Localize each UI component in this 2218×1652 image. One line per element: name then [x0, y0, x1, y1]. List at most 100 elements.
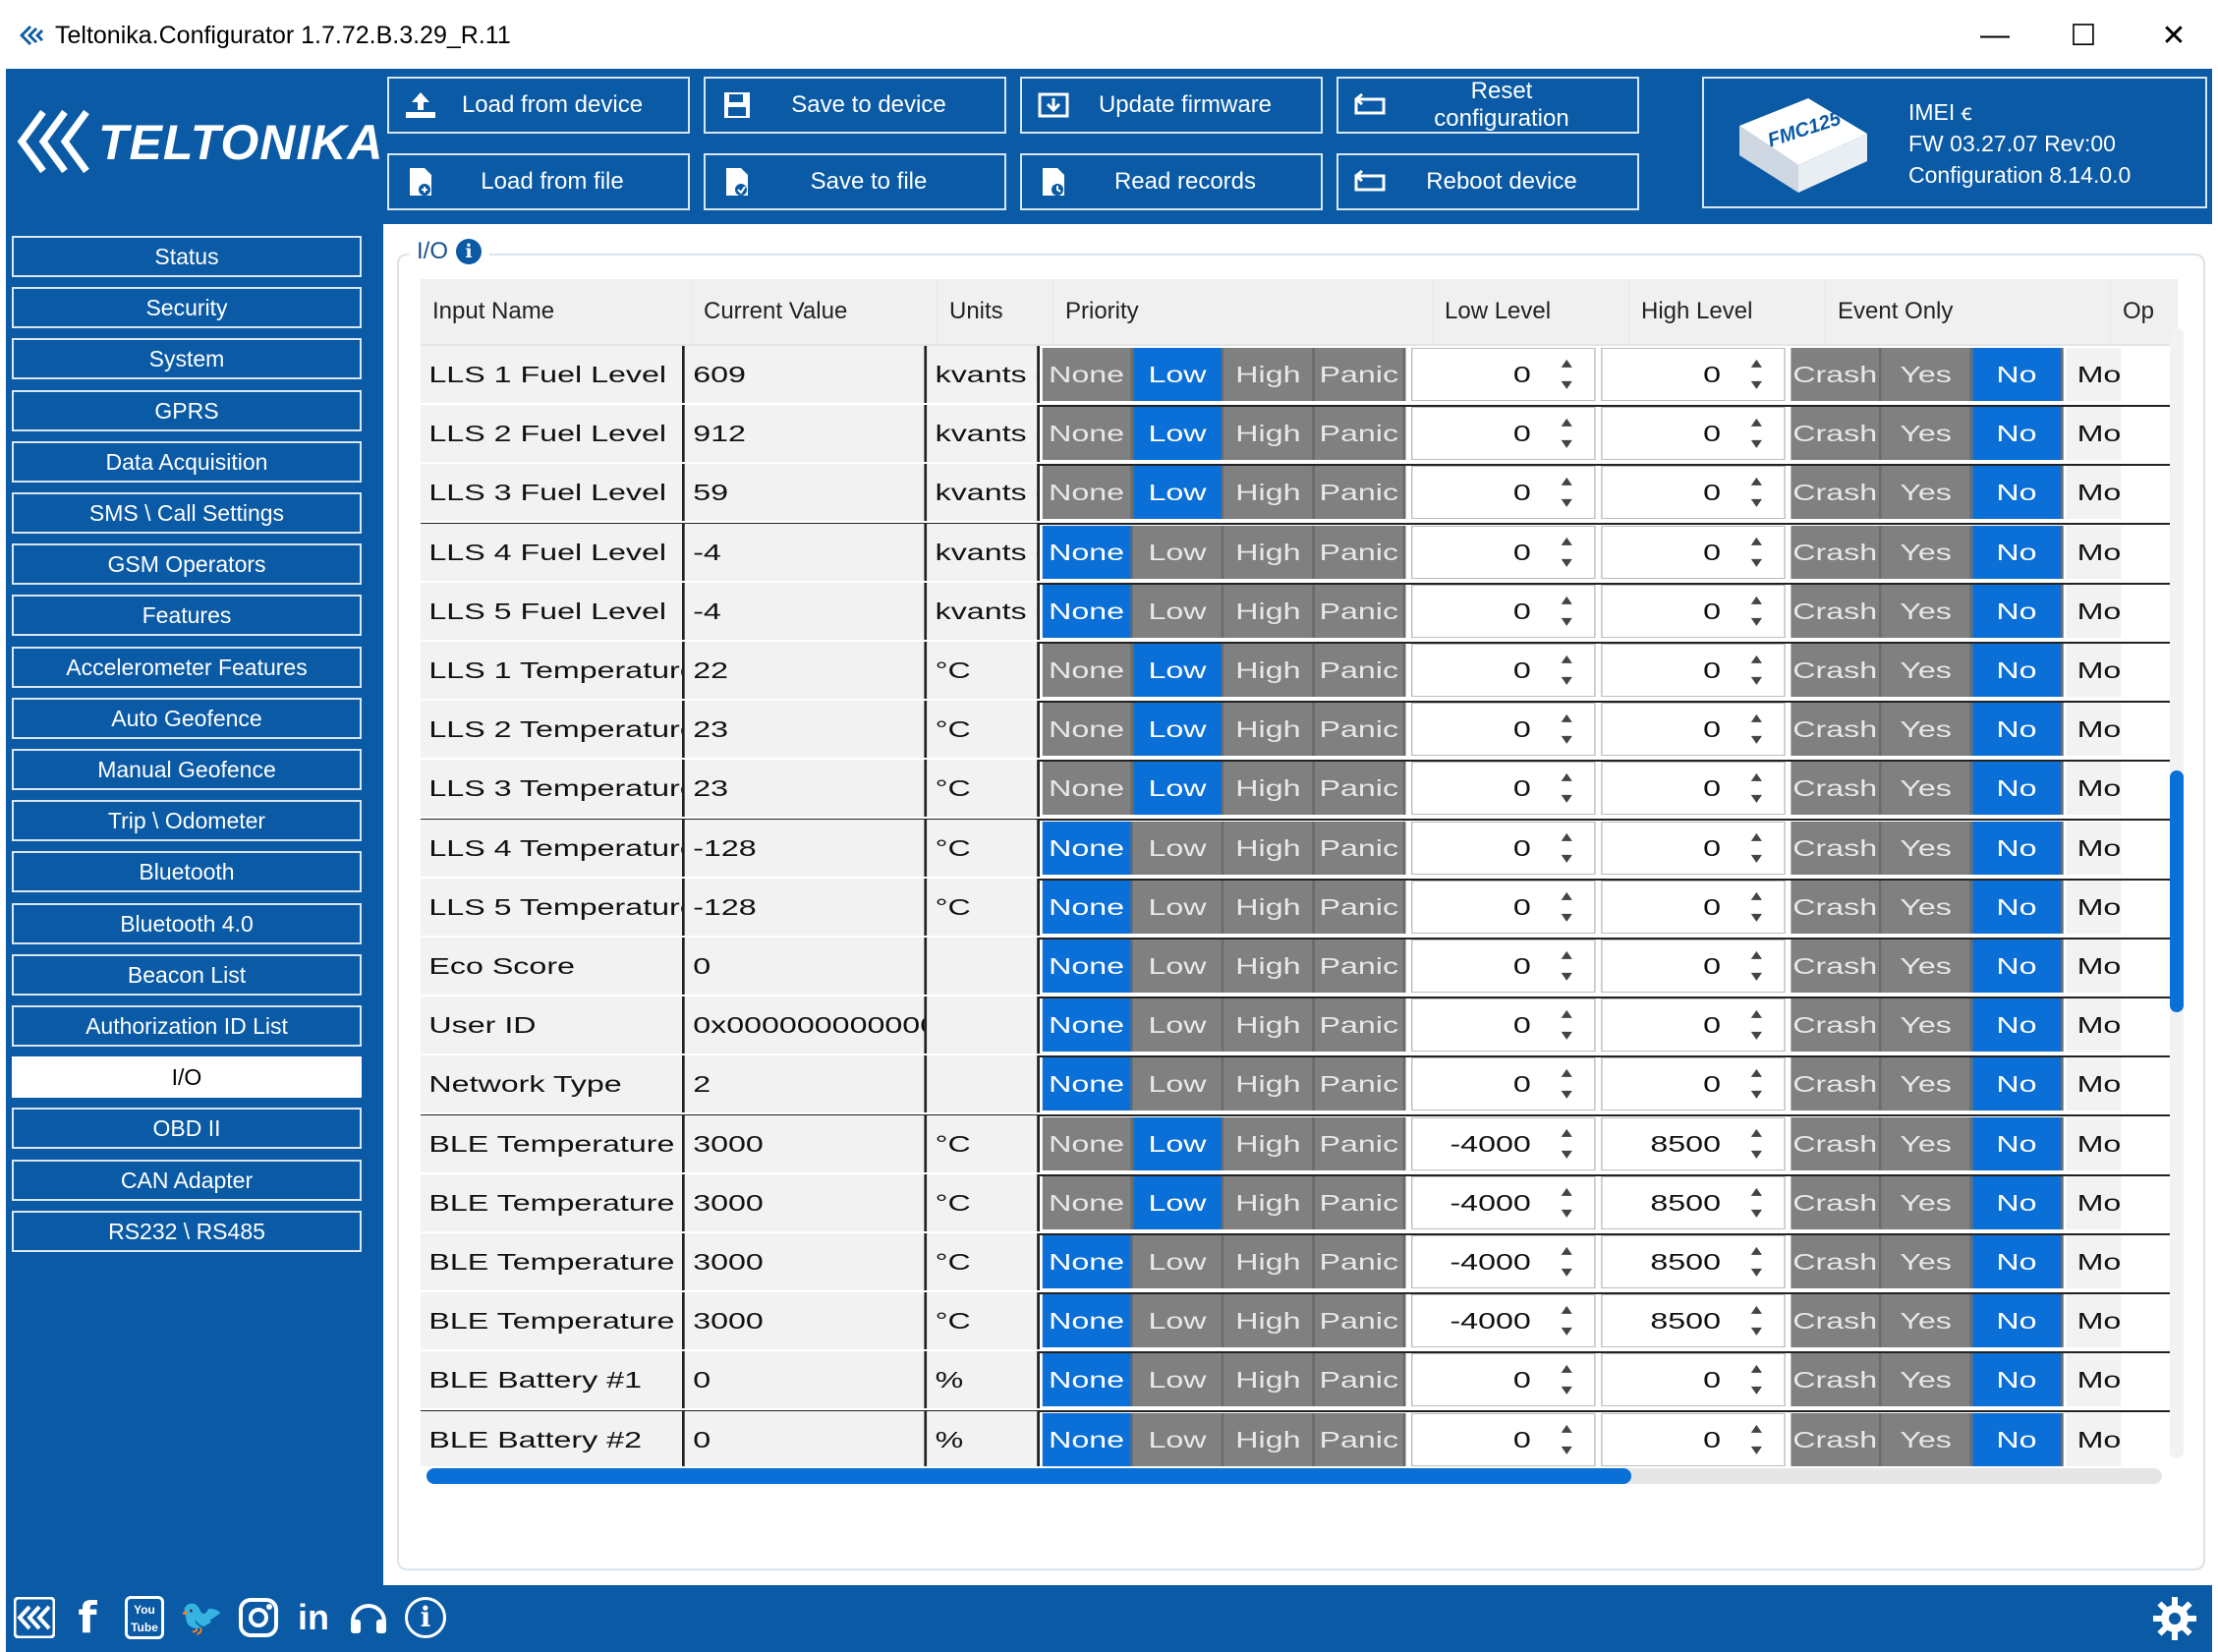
- priority-high-button[interactable]: High: [1223, 466, 1315, 520]
- settings-gear-icon[interactable]: [2151, 1595, 2198, 1642]
- priority-panic-button[interactable]: Panic: [1315, 1116, 1406, 1170]
- operand-select[interactable]: Mor: [2066, 525, 2122, 579]
- priority-low-button[interactable]: Low: [1133, 1294, 1224, 1348]
- priority-none-button[interactable]: None: [1042, 1294, 1134, 1348]
- event-yes-button[interactable]: Yes: [1881, 1353, 1973, 1407]
- header-event-only[interactable]: Event Only: [1826, 279, 2111, 344]
- event-crash-button[interactable]: Crash: [1791, 1116, 1882, 1170]
- spinner-icon[interactable]: ▴ ▾: [1561, 532, 1572, 571]
- spinner-icon[interactable]: ▴ ▾: [1561, 1005, 1572, 1045]
- priority-low-button[interactable]: Low: [1133, 1412, 1224, 1466]
- event-no-button[interactable]: No: [1972, 348, 2064, 401]
- event-yes-button[interactable]: Yes: [1881, 1235, 1973, 1288]
- facebook-icon[interactable]: f: [78, 1592, 97, 1643]
- horizontal-scrollbar[interactable]: [427, 1468, 2162, 1484]
- priority-panic-button[interactable]: Panic: [1315, 525, 1406, 579]
- twitter-icon[interactable]: 🐦: [179, 1597, 224, 1637]
- load-from-device-button[interactable]: Load from device: [387, 77, 690, 134]
- priority-low-button[interactable]: Low: [1133, 703, 1224, 757]
- read-records-button[interactable]: Read records: [1020, 153, 1323, 210]
- vertical-scrollbar[interactable]: [2170, 328, 2184, 1458]
- sidebar-item-trip-odometer[interactable]: Trip \ Odometer: [12, 800, 362, 842]
- event-crash-button[interactable]: Crash: [1791, 1294, 1882, 1348]
- high-level-input[interactable]: 0 ▴ ▾: [1601, 644, 1786, 697]
- event-yes-button[interactable]: Yes: [1881, 1116, 1973, 1170]
- priority-low-button[interactable]: Low: [1133, 1057, 1224, 1111]
- low-level-input[interactable]: 0 ▴ ▾: [1411, 880, 1596, 934]
- sidebar-item-beacon-list[interactable]: Beacon List: [12, 953, 362, 996]
- spinner-icon[interactable]: ▴ ▾: [1561, 591, 1572, 630]
- event-yes-button[interactable]: Yes: [1881, 1175, 1973, 1229]
- spinner-icon[interactable]: ▴ ▾: [1750, 1360, 1763, 1399]
- high-level-input[interactable]: 0 ▴ ▾: [1601, 466, 1786, 520]
- save-to-device-button[interactable]: Save to device: [704, 77, 1006, 134]
- low-level-input[interactable]: 0 ▴ ▾: [1411, 1412, 1596, 1466]
- priority-low-button[interactable]: Low: [1133, 940, 1224, 993]
- operand-select[interactable]: Mor: [2066, 1116, 2122, 1170]
- spinner-icon[interactable]: ▴ ▾: [1561, 1182, 1572, 1222]
- event-crash-button[interactable]: Crash: [1791, 762, 1882, 816]
- low-level-input[interactable]: 0 ▴ ▾: [1411, 703, 1596, 757]
- event-crash-button[interactable]: Crash: [1791, 880, 1882, 934]
- priority-high-button[interactable]: High: [1223, 703, 1315, 757]
- event-yes-button[interactable]: Yes: [1881, 525, 1973, 579]
- priority-high-button[interactable]: High: [1223, 1235, 1315, 1288]
- priority-panic-button[interactable]: Panic: [1315, 1412, 1406, 1466]
- event-yes-button[interactable]: Yes: [1881, 821, 1973, 875]
- event-no-button[interactable]: No: [1972, 762, 2064, 816]
- spinner-icon[interactable]: ▴ ▾: [1750, 769, 1763, 808]
- event-no-button[interactable]: No: [1972, 821, 2064, 875]
- priority-low-button[interactable]: Low: [1133, 1353, 1224, 1407]
- priority-high-button[interactable]: High: [1223, 1057, 1315, 1111]
- spinner-icon[interactable]: ▴ ▾: [1750, 946, 1763, 985]
- event-yes-button[interactable]: Yes: [1881, 407, 1973, 461]
- operand-select[interactable]: Mor: [2066, 998, 2122, 1053]
- priority-high-button[interactable]: High: [1223, 644, 1315, 697]
- event-no-button[interactable]: No: [1972, 1294, 2064, 1348]
- low-level-input[interactable]: 0 ▴ ▾: [1411, 644, 1596, 697]
- event-crash-button[interactable]: Crash: [1791, 1057, 1882, 1111]
- event-no-button[interactable]: No: [1972, 466, 2064, 520]
- vertical-scroll-thumb[interactable]: [2170, 770, 2184, 1012]
- event-crash-button[interactable]: Crash: [1791, 703, 1882, 757]
- load-from-file-button[interactable]: Load from file: [387, 153, 690, 210]
- high-level-input[interactable]: 0 ▴ ▾: [1601, 1057, 1786, 1111]
- spinner-icon[interactable]: ▴ ▾: [1750, 827, 1763, 867]
- priority-low-button[interactable]: Low: [1133, 1116, 1224, 1170]
- spinner-icon[interactable]: ▴ ▾: [1750, 1301, 1763, 1340]
- operand-select[interactable]: Mor: [2066, 1175, 2122, 1229]
- priority-panic-button[interactable]: Panic: [1315, 762, 1406, 816]
- low-level-input[interactable]: -4000 ▴ ▾: [1411, 1294, 1596, 1348]
- priority-low-button[interactable]: Low: [1133, 525, 1224, 579]
- priority-panic-button[interactable]: Panic: [1315, 880, 1406, 934]
- event-crash-button[interactable]: Crash: [1791, 348, 1882, 401]
- event-crash-button[interactable]: Crash: [1791, 821, 1882, 875]
- event-crash-button[interactable]: Crash: [1791, 407, 1882, 461]
- priority-none-button[interactable]: None: [1042, 1412, 1134, 1466]
- operand-select[interactable]: Mor: [2066, 762, 2122, 816]
- header-operand[interactable]: Op: [2111, 279, 2178, 344]
- spinner-icon[interactable]: ▴ ▾: [1561, 1301, 1572, 1340]
- priority-none-button[interactable]: None: [1042, 762, 1134, 816]
- priority-none-button[interactable]: None: [1042, 466, 1134, 520]
- event-crash-button[interactable]: Crash: [1791, 644, 1882, 697]
- priority-panic-button[interactable]: Panic: [1315, 703, 1406, 757]
- spinner-icon[interactable]: ▴ ▾: [1750, 1419, 1763, 1458]
- priority-high-button[interactable]: High: [1223, 1175, 1315, 1229]
- high-level-input[interactable]: 0 ▴ ▾: [1601, 584, 1786, 638]
- priority-high-button[interactable]: High: [1223, 407, 1315, 461]
- priority-low-button[interactable]: Low: [1133, 762, 1224, 816]
- sidebar-item-obd-ii[interactable]: OBD II: [12, 1108, 362, 1150]
- header-current-value[interactable]: Current Value: [692, 279, 938, 344]
- linkedin-icon[interactable]: in: [298, 1597, 329, 1637]
- spinner-icon[interactable]: ▴ ▾: [1750, 710, 1763, 749]
- low-level-input[interactable]: 0 ▴ ▾: [1411, 1353, 1596, 1407]
- event-yes-button[interactable]: Yes: [1881, 1412, 1973, 1466]
- priority-panic-button[interactable]: Panic: [1315, 348, 1406, 401]
- teltonika-icon[interactable]: [12, 1595, 57, 1640]
- spinner-icon[interactable]: ▴ ▾: [1561, 946, 1572, 985]
- event-crash-button[interactable]: Crash: [1791, 940, 1882, 993]
- operand-select[interactable]: Mor: [2066, 1057, 2122, 1111]
- priority-panic-button[interactable]: Panic: [1315, 821, 1406, 875]
- priority-none-button[interactable]: None: [1042, 644, 1134, 697]
